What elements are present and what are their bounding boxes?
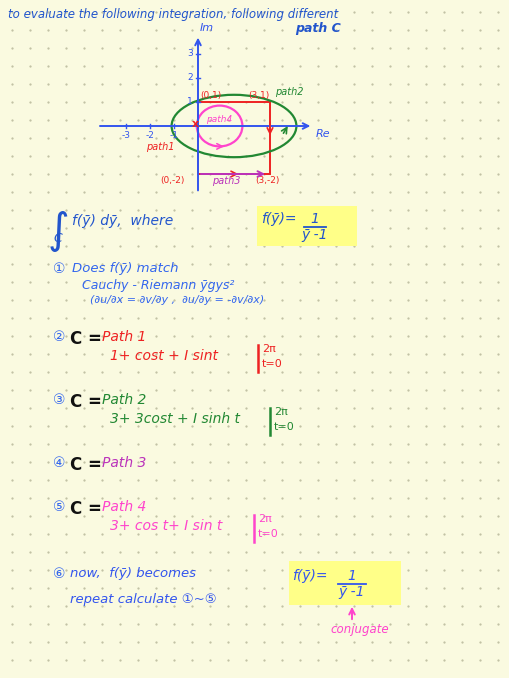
Text: Does f(ȳ) match: Does f(ȳ) match: [72, 262, 178, 275]
Text: Cauchy - Riemann ȳgуs²: Cauchy - Riemann ȳgуs²: [82, 279, 234, 292]
Text: 2π: 2π: [262, 344, 275, 354]
Text: (3,-2): (3,-2): [254, 176, 279, 185]
Text: 3+ cos t+ I sin t: 3+ cos t+ I sin t: [110, 519, 222, 533]
Text: now,  f(ȳ) becomes: now, f(ȳ) becomes: [70, 567, 195, 580]
Text: ②: ②: [53, 330, 65, 344]
Text: Path 3: Path 3: [102, 456, 146, 470]
Text: path1: path1: [146, 142, 174, 152]
Text: ȳ -1: ȳ -1: [301, 228, 328, 242]
FancyBboxPatch shape: [257, 206, 356, 246]
Text: -2: -2: [145, 131, 154, 140]
Text: 1: 1: [187, 98, 192, 106]
Text: t=0: t=0: [273, 422, 294, 432]
Text: 1: 1: [310, 212, 319, 226]
Text: C =: C =: [70, 500, 102, 518]
Text: C =: C =: [70, 393, 102, 411]
Text: 1: 1: [347, 569, 356, 583]
Text: -3: -3: [121, 131, 130, 140]
Text: path4: path4: [206, 115, 232, 124]
Text: ⑤: ⑤: [53, 500, 65, 514]
Text: repeat calculate ①~⑤: repeat calculate ①~⑤: [70, 593, 216, 606]
Text: ③: ③: [53, 393, 65, 407]
Text: Re: Re: [316, 129, 330, 139]
Text: Path 1: Path 1: [102, 330, 146, 344]
Text: (0,-2): (0,-2): [160, 176, 184, 185]
Text: 2: 2: [187, 73, 192, 83]
Text: 2π: 2π: [258, 514, 271, 524]
Text: ①: ①: [53, 262, 65, 276]
Text: f(ȳ) dȳ,  where: f(ȳ) dȳ, where: [72, 214, 173, 228]
FancyBboxPatch shape: [289, 561, 400, 605]
Text: ȳ -1: ȳ -1: [338, 585, 364, 599]
Text: path C: path C: [294, 22, 340, 35]
Text: C =: C =: [70, 330, 102, 348]
Text: (3,1): (3,1): [247, 91, 269, 100]
Text: ∫: ∫: [47, 210, 69, 252]
Text: ④: ④: [53, 456, 65, 470]
Text: path3: path3: [212, 176, 240, 186]
Text: x: x: [191, 119, 198, 129]
Text: C: C: [53, 232, 62, 245]
Text: 1+ cost + I sint: 1+ cost + I sint: [110, 349, 217, 363]
Text: to evaluate the following integration, following different: to evaluate the following integration, f…: [8, 8, 337, 21]
Text: path2: path2: [274, 87, 303, 97]
Text: Path 4: Path 4: [102, 500, 146, 514]
Text: -1: -1: [169, 131, 178, 140]
Text: Im: Im: [200, 23, 214, 33]
Text: C =: C =: [70, 456, 102, 474]
Text: (∂u/∂x = ∂v/∂y ,  ∂u/∂y = -∂v/∂x): (∂u/∂x = ∂v/∂y , ∂u/∂y = -∂v/∂x): [90, 295, 264, 305]
Text: f(ȳ)=: f(ȳ)=: [261, 212, 296, 226]
Text: conjugate: conjugate: [329, 623, 388, 636]
Text: Path 2: Path 2: [102, 393, 146, 407]
Text: t=0: t=0: [262, 359, 282, 369]
Text: 3: 3: [187, 49, 192, 58]
Text: ⑥: ⑥: [53, 567, 65, 581]
Text: 3+ 3cost + I sinh t: 3+ 3cost + I sinh t: [110, 412, 240, 426]
Text: t=0: t=0: [258, 529, 278, 539]
Text: 2π: 2π: [273, 407, 287, 417]
Text: (0,1): (0,1): [200, 91, 221, 100]
Text: f(ȳ)=: f(ȳ)=: [292, 569, 327, 583]
